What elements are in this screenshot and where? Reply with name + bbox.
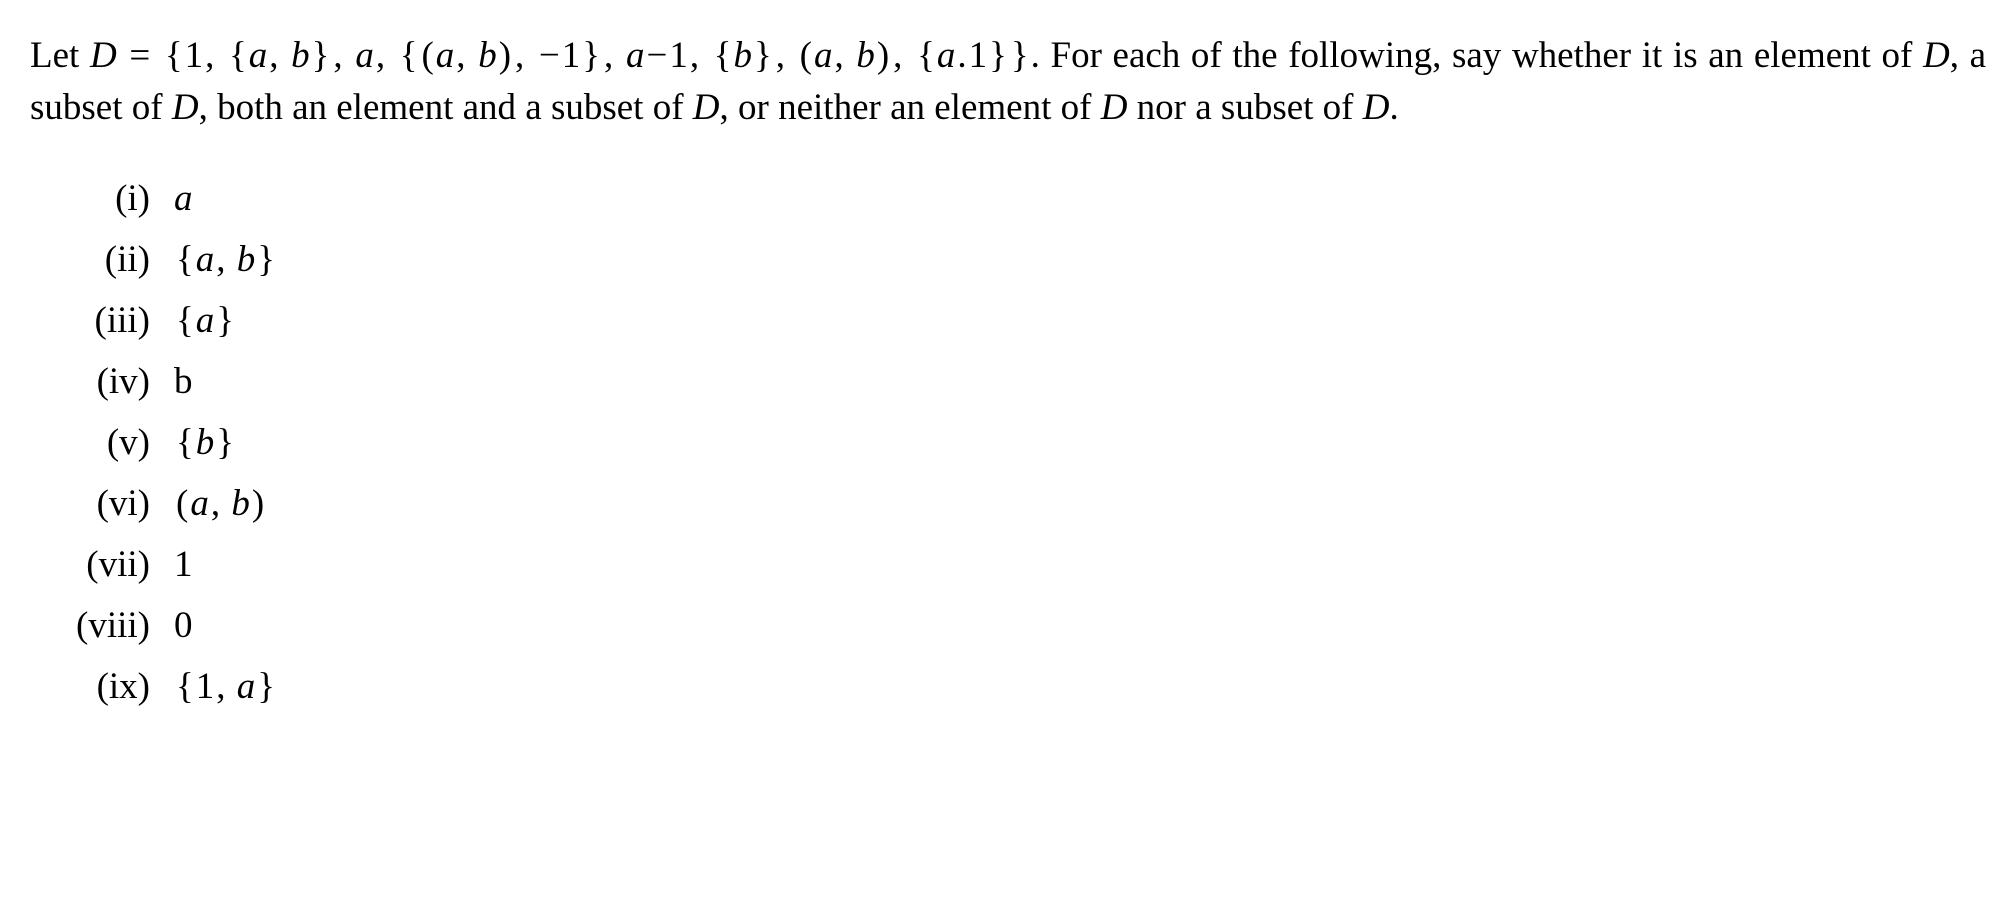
item-body: (a, b) [174, 473, 266, 534]
problem-statement: Let D = {1, {a, b}, a, {(a, b), −1}, a−1… [30, 30, 1986, 134]
item-roman: (iv) [70, 351, 150, 412]
item-body: {b} [174, 412, 236, 473]
item-roman: (viii) [70, 595, 150, 656]
item-body: 1 [174, 534, 193, 595]
item-roman: (ix) [70, 656, 150, 717]
item-body: {a} [174, 290, 236, 351]
list-item: (ii) {a, b} [70, 229, 1986, 290]
list-item: (vi) (a, b) [70, 473, 1986, 534]
item-roman: (i) [70, 168, 150, 229]
item-body: a [174, 168, 193, 229]
list-item: (iv) b [70, 351, 1986, 412]
item-body: b [174, 351, 193, 412]
item-list: (i) a (ii) {a, b} (iii) {a} (iv) b (v) {b} (vi) (a,… [30, 168, 1986, 717]
list-item: (vii) 1 [70, 534, 1986, 595]
item-body: 0 [174, 595, 193, 656]
item-roman: (iii) [70, 290, 150, 351]
list-item: (iii) {a} [70, 290, 1986, 351]
list-item: (v) {b} [70, 412, 1986, 473]
item-roman: (ii) [70, 229, 150, 290]
list-item: (viii) 0 [70, 595, 1986, 656]
item-body: {1, a} [174, 656, 277, 717]
item-roman: (vi) [70, 473, 150, 534]
item-roman: (v) [70, 412, 150, 473]
item-body: {a, b} [174, 229, 277, 290]
list-item: (i) a [70, 168, 1986, 229]
list-item: (ix) {1, a} [70, 656, 1986, 717]
item-roman: (vii) [70, 534, 150, 595]
